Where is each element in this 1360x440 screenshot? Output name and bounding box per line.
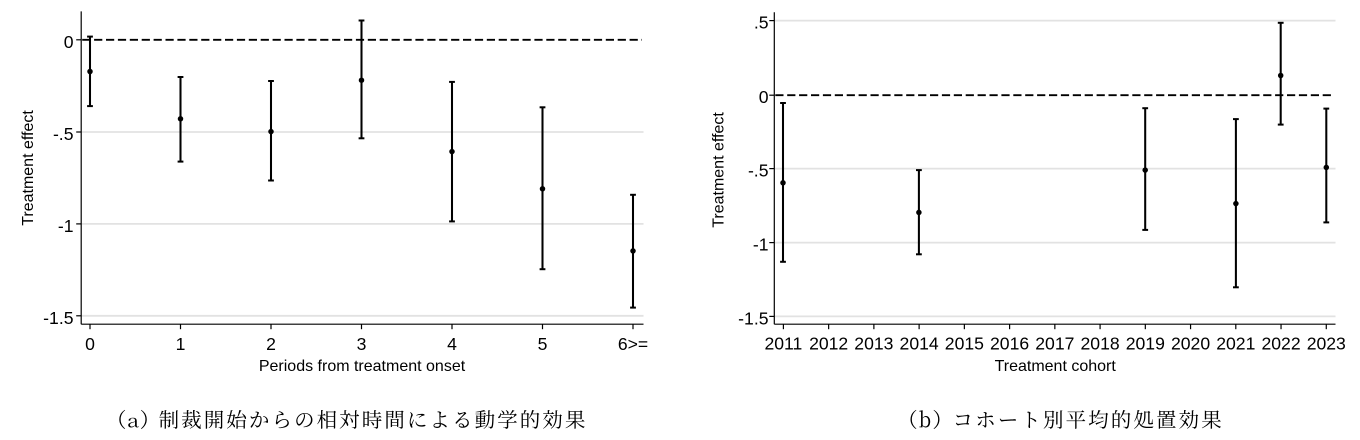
svg-text:-1: -1 bbox=[753, 235, 769, 255]
svg-text:-1.5: -1.5 bbox=[43, 308, 74, 328]
svg-text:0: 0 bbox=[64, 32, 74, 52]
svg-text:Periods from treatment onset: Periods from treatment onset bbox=[259, 358, 466, 375]
svg-text:2019: 2019 bbox=[1126, 334, 1165, 354]
svg-text:Treatment cohort: Treatment cohort bbox=[995, 358, 1117, 375]
svg-text:0: 0 bbox=[759, 87, 769, 107]
svg-text:-1: -1 bbox=[58, 216, 74, 236]
svg-text:2020: 2020 bbox=[1171, 334, 1210, 354]
svg-text:-.5: -.5 bbox=[53, 124, 74, 144]
svg-text:2012: 2012 bbox=[809, 334, 848, 354]
svg-text:2011: 2011 bbox=[764, 334, 802, 354]
svg-text:6>=: 6>= bbox=[618, 334, 648, 354]
svg-text:2015: 2015 bbox=[945, 334, 984, 354]
svg-text:2013: 2013 bbox=[854, 334, 893, 354]
svg-text:2016: 2016 bbox=[990, 334, 1029, 354]
svg-text:2017: 2017 bbox=[1035, 334, 1074, 354]
svg-text:4: 4 bbox=[447, 334, 457, 354]
svg-text:5: 5 bbox=[538, 334, 548, 354]
svg-text:3: 3 bbox=[357, 334, 367, 354]
svg-text:.5: .5 bbox=[754, 13, 769, 33]
svg-text:1: 1 bbox=[176, 334, 186, 354]
svg-text:2014: 2014 bbox=[900, 334, 939, 354]
svg-text:-.5: -.5 bbox=[748, 161, 769, 181]
svg-text:2023: 2023 bbox=[1307, 334, 1346, 354]
svg-text:0: 0 bbox=[85, 334, 95, 354]
svg-text:Treatment effect: Treatment effect bbox=[711, 112, 728, 228]
svg-text:Treatment effect: Treatment effect bbox=[20, 110, 37, 226]
svg-text:2021: 2021 bbox=[1216, 334, 1255, 354]
svg-text:2018: 2018 bbox=[1081, 334, 1120, 354]
svg-text:2: 2 bbox=[266, 334, 276, 354]
svg-text:2022: 2022 bbox=[1261, 334, 1300, 354]
svg-text:-1.5: -1.5 bbox=[738, 308, 769, 328]
